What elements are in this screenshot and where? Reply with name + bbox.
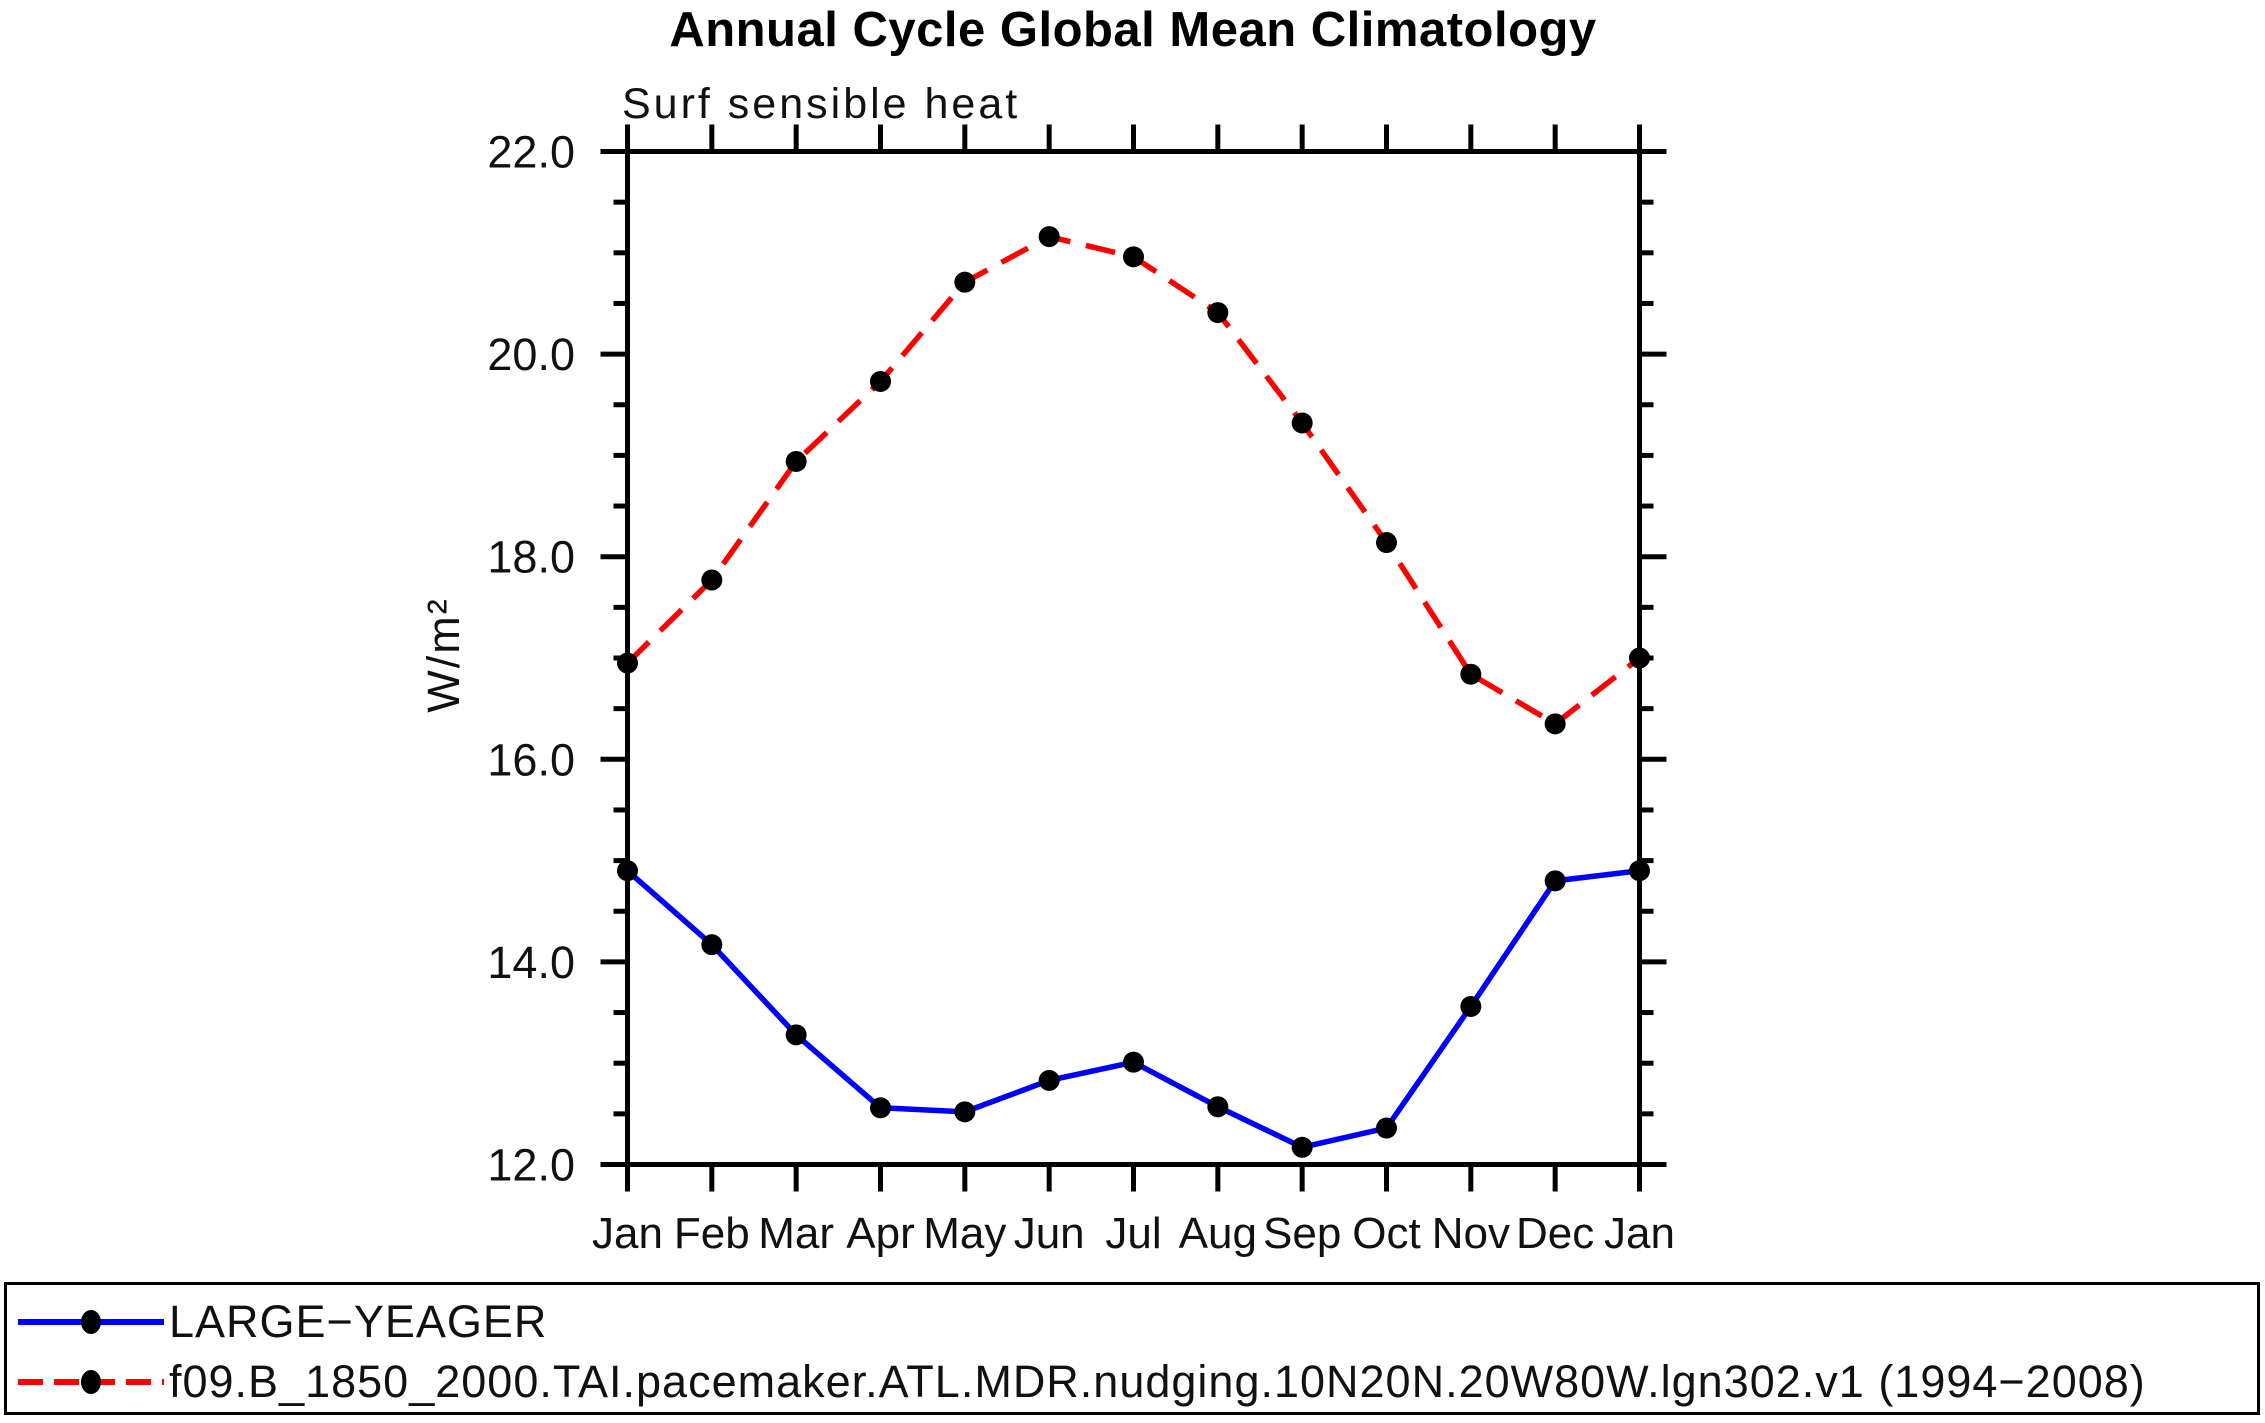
x-tick-label: Apr [846, 1209, 914, 1258]
series-1-line [625, 233, 1642, 728]
series-0-data-point-marker [1460, 995, 1482, 1017]
x-tick-label: Jul [1105, 1209, 1161, 1258]
y-tick-label: 22.0 [487, 127, 575, 178]
series-0-data-point-marker [1207, 1096, 1229, 1118]
series-0-data-point-marker [954, 1101, 976, 1123]
y-tick-label: 20.0 [487, 329, 575, 380]
x-tick-label: Jan [592, 1209, 663, 1258]
x-tick-label: Nov [1432, 1209, 1510, 1258]
series-1-data-point-marker [1123, 246, 1144, 268]
y-tick-label: 12.0 [487, 1140, 575, 1191]
series-0-data-point-marker [1123, 1051, 1144, 1073]
series-0-data-point-marker [1544, 870, 1566, 892]
x-tick-label: Jun [1014, 1209, 1085, 1258]
series-1-data-point-marker [870, 370, 891, 392]
series-1-data-point-marker [1291, 412, 1313, 434]
series-1-data-point-marker [785, 450, 807, 472]
series-0-data-point-marker [785, 1024, 807, 1046]
series-0-line [625, 867, 1640, 1151]
legend-label: LARGE−YEAGER [169, 1296, 548, 1347]
x-tick-label: Feb [674, 1209, 750, 1258]
x-tick-label: Oct [1352, 1209, 1420, 1258]
series-0-data-point-marker [1376, 1117, 1397, 1139]
legend-item-large-yeager: LARGE−YEAGER [15, 1296, 547, 1347]
series-1-data-point-marker [954, 271, 976, 293]
y-tick-label: 16.0 [487, 734, 575, 785]
x-tick-label: Aug [1179, 1209, 1257, 1258]
series-0-data-point-marker [1629, 860, 1650, 882]
x-tick-label: May [923, 1209, 1006, 1258]
x-tick-label: Jan [1604, 1209, 1675, 1258]
chart-title: Annual Cycle Global Mean Climatology [669, 3, 1597, 57]
plot-box [625, 149, 1642, 1167]
series-1-data-point-marker [617, 652, 638, 674]
legend-key-dashed-line-icon [18, 1370, 164, 1394]
series-1-data-point-marker [1629, 647, 1650, 669]
legend-box: LARGE−YEAGER f09.B_1850_2000.TAI.pacemak… [4, 1282, 2260, 1415]
series-1-data-point-marker [701, 569, 723, 591]
series-1-data-point-marker [1544, 713, 1566, 735]
y-tick-label: 18.0 [487, 532, 575, 583]
series-1-data-point-marker [1376, 532, 1397, 554]
y-tick-label: 14.0 [487, 937, 575, 988]
series-0-data-point-marker [870, 1097, 891, 1119]
x-tick-label: Mar [758, 1209, 834, 1258]
series-1-data-point-marker [1460, 663, 1482, 685]
chart-subtitle: Surf sensible heat [622, 80, 1021, 128]
legend-label: f09.B_1850_2000.TAI.pacemaker.ATL.MDR.nu… [169, 1356, 2146, 1407]
series-0-data-point-marker [617, 860, 638, 882]
series-1-data-point-marker [1038, 226, 1060, 248]
series-1-data-point-marker [1207, 302, 1229, 324]
x-tick-label: Sep [1263, 1209, 1341, 1258]
legend-key-solid-line-icon [18, 1310, 164, 1334]
x-tick-label: Dec [1516, 1209, 1594, 1258]
series-0-data-point-marker [701, 934, 723, 956]
series-0-data-point-marker [1038, 1069, 1060, 1091]
series-0-data-point-marker [1291, 1136, 1313, 1158]
legend-item-f09-run: f09.B_1850_2000.TAI.pacemaker.ATL.MDR.nu… [15, 1356, 2146, 1407]
